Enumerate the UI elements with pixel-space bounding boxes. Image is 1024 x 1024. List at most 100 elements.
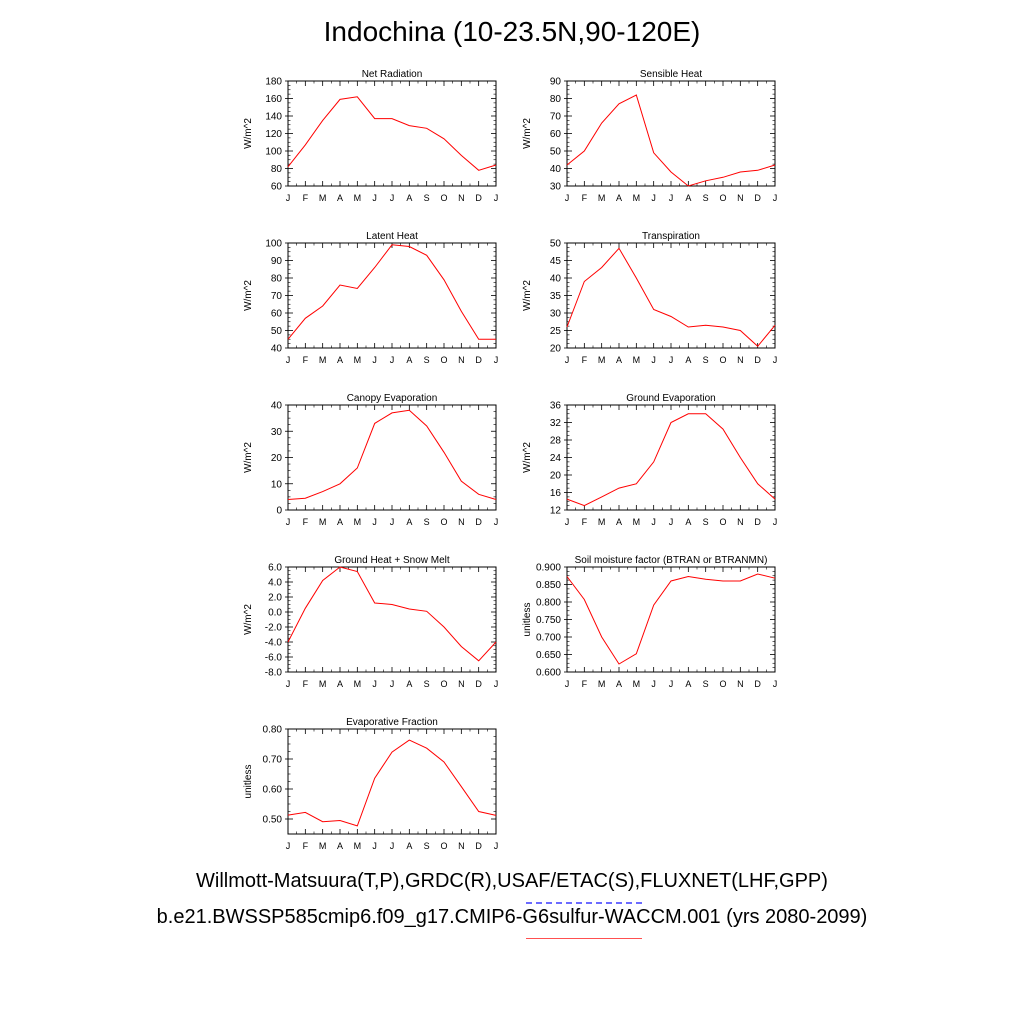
page-title: Indochina (10-23.5N,90-120E) [323,16,701,47]
panel-title: Latent Heat [366,231,418,242]
y-tick-label: 140 [265,112,282,123]
y-tick-label: 30 [550,309,562,320]
series-line [566,413,776,507]
x-tick-label: S [703,517,709,527]
y-tick-label: -8.0 [265,668,283,679]
y-tick-label: 70 [550,112,562,123]
panel-title: Transpiration [642,231,700,242]
x-tick-label: J [565,679,570,689]
y-tick-label: 80 [271,164,283,175]
panel-title: Net Radiation [362,69,423,80]
y-axis-label: unitless [243,765,254,799]
panel-title: Sensible Heat [640,69,702,80]
x-tick-label: N [458,517,465,527]
x-tick-label: M [354,355,362,365]
x-tick-label: N [737,355,744,365]
x-tick-label: J [286,679,291,689]
series-line [287,244,496,340]
x-tick-label: J [651,679,656,689]
x-tick-label: O [440,841,447,851]
plot-frame [566,80,776,187]
x-tick-label: F [582,355,588,365]
x-tick-label: O [719,355,726,365]
x-tick-label: J [494,679,499,689]
x-tick-label: N [458,841,465,851]
y-tick-label: 12 [550,506,562,517]
y-tick-label: 50 [550,239,562,250]
x-tick-label: S [424,355,430,365]
y-tick-label: 0.750 [536,615,561,626]
x-tick-label: O [719,517,726,527]
y-tick-label: 40 [271,344,283,355]
x-tick-label: A [337,841,343,851]
x-tick-label: M [319,841,327,851]
y-tick-label: 0.70 [263,755,283,766]
x-tick-label: J [494,193,499,203]
y-tick-label: 16 [550,488,562,499]
y-tick-label: 0.80 [263,725,283,736]
y-axis-label: W/m^2 [243,280,254,311]
series-line [566,94,776,187]
x-tick-label: D [475,193,482,203]
y-tick-label: 45 [550,256,562,267]
x-tick-label: J [773,679,778,689]
x-tick-label: A [685,193,691,203]
x-tick-label: D [475,517,482,527]
x-tick-label: F [303,193,309,203]
y-tick-label: 50 [271,326,283,337]
x-tick-label: M [633,679,641,689]
x-tick-label: J [669,679,674,689]
y-tick-label: 90 [550,77,562,88]
x-tick-label: J [565,355,570,365]
x-tick-label: A [406,679,412,689]
y-tick-label: 2.0 [268,593,282,604]
x-tick-label: J [390,193,395,203]
y-tick-label: 36 [550,401,562,412]
panel-title: Canopy Evaporation [347,393,438,404]
y-tick-label: 4.0 [268,578,282,589]
x-tick-label: J [494,355,499,365]
y-tick-label: 0.900 [536,563,561,574]
y-tick-label: 60 [271,182,283,193]
y-tick-label: 24 [550,453,562,464]
x-tick-label: N [737,193,744,203]
y-axis-label: W/m^2 [243,442,254,473]
x-tick-label: O [440,193,447,203]
x-tick-label: N [458,193,465,203]
x-tick-label: A [685,679,691,689]
x-tick-label: J [372,841,377,851]
x-tick-label: M [633,193,641,203]
y-tick-label: 80 [271,274,283,285]
x-tick-label: J [565,517,570,527]
y-tick-label: 0.800 [536,598,561,609]
plot-frame [566,566,776,673]
x-tick-label: J [286,355,291,365]
series-line [287,96,497,171]
x-tick-label: S [703,355,709,365]
y-tick-label: 100 [265,147,282,158]
obs-legend-dash [526,902,642,904]
y-tick-label: 60 [550,129,562,140]
x-tick-label: A [337,355,343,365]
x-tick-label: J [773,193,778,203]
x-tick-label: J [494,517,499,527]
x-tick-label: F [582,517,588,527]
panel-title: Soil moisture factor (BTRAN or BTRANMN) [575,555,768,566]
x-tick-label: A [616,679,622,689]
y-tick-label: 0.0 [268,608,282,619]
y-tick-label: 10 [271,479,283,490]
y-tick-label: 40 [550,164,562,175]
x-tick-label: M [598,355,606,365]
y-tick-label: -2.0 [265,623,283,634]
y-tick-label: 90 [271,256,283,267]
y-tick-label: 30 [271,427,283,438]
x-tick-label: J [372,193,377,203]
plot-frame [566,404,776,511]
x-tick-label: J [651,355,656,365]
x-tick-label: N [737,517,744,527]
